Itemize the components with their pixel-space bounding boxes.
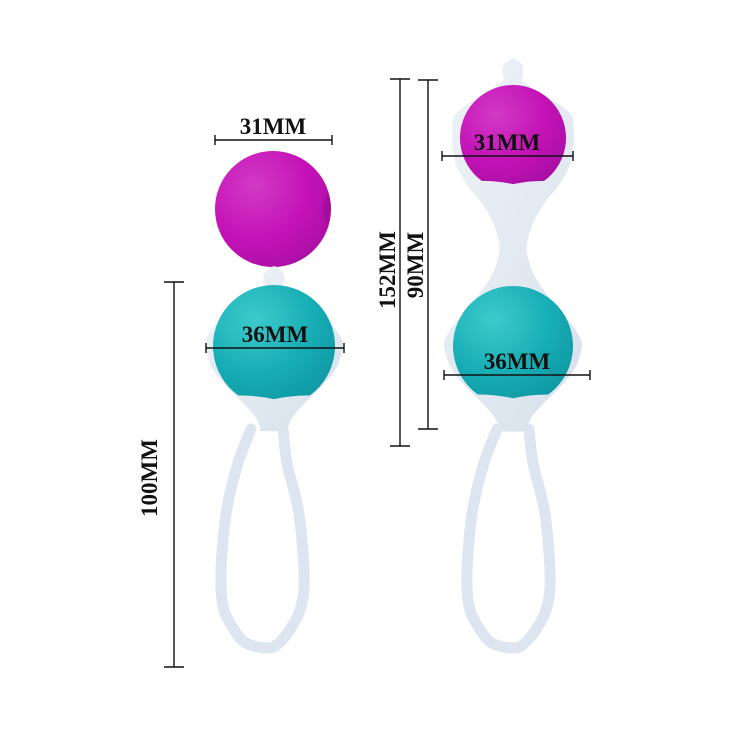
svg-text:100MM: 100MM	[137, 439, 162, 517]
svg-text:36MM: 36MM	[484, 349, 551, 374]
svg-text:36MM: 36MM	[242, 322, 309, 347]
svg-text:31MM: 31MM	[240, 114, 307, 139]
svg-text:152MM: 152MM	[375, 231, 400, 309]
svg-text:90MM: 90MM	[403, 232, 428, 299]
svg-text:31MM: 31MM	[474, 130, 541, 155]
